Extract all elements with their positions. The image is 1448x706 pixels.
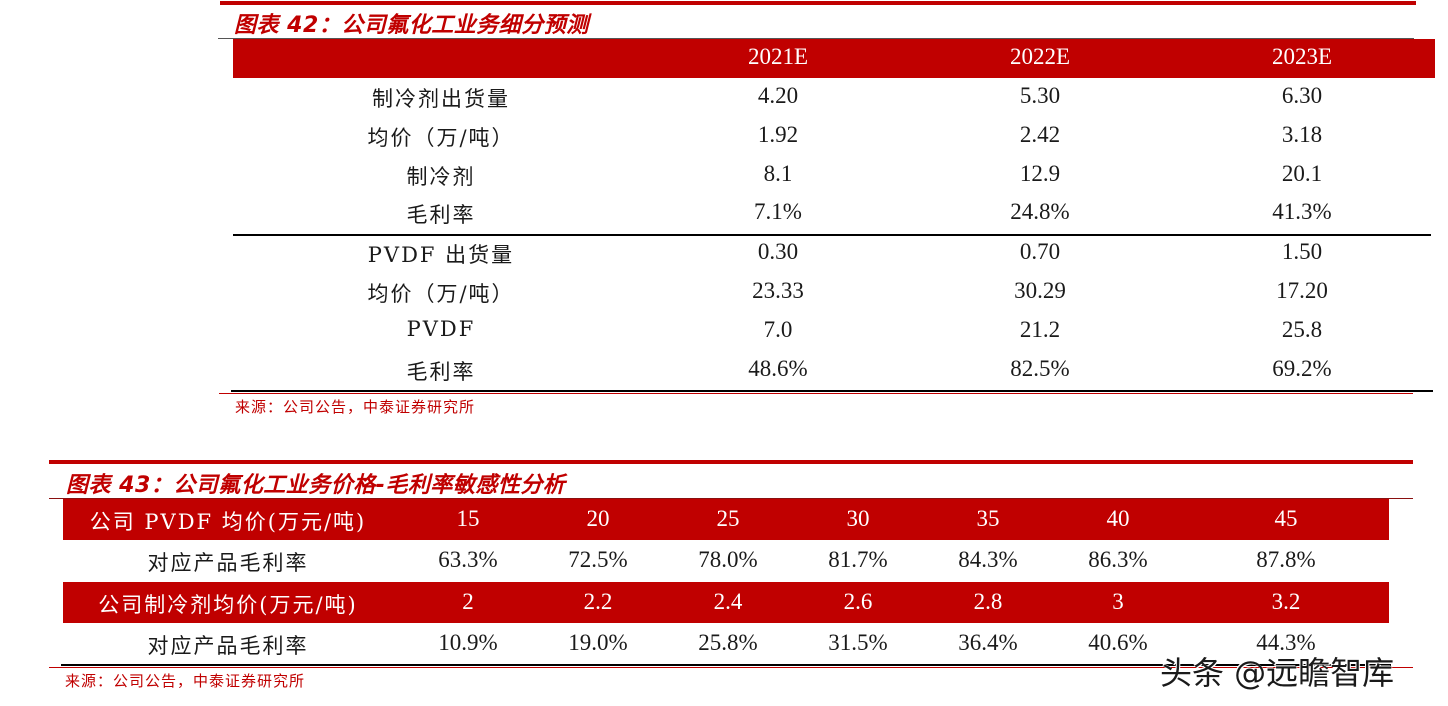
watermark: 头条 @远瞻智库 [1160,654,1395,692]
margin-value: 25.8% [698,630,758,655]
margin-value: 84.3% [958,547,1018,572]
price-value: 2.6 [843,589,873,614]
cell-2022e: 12.9 [1019,161,1061,186]
price-25: 25 [716,506,740,531]
margin-value: 72.5% [568,547,628,572]
cell-2022e: 82.5% [1010,356,1070,381]
table-42-source: 来源：公司公告，中泰证券研究所 [235,398,476,416]
cell-2021e: 0.30 [757,239,799,264]
table-row: 毛利率 7.1% 24.8% 41.3% [233,199,1435,237]
cell-2021e: 48.6% [748,356,808,381]
price-40: 40 [1106,506,1130,531]
table-43-bottom-rule [61,664,1391,666]
cell-2023e: 25.8 [1281,317,1323,342]
column-header-2023e: 2023E [1271,44,1333,69]
price-value: 3 [1112,589,1124,614]
table-row: PVDF 出货量 0.30 0.70 1.50 [233,239,1435,277]
price-30: 30 [846,506,870,531]
price-20: 20 [586,506,610,531]
row-label: 公司 PVDF 均价(万元/吨) [89,510,367,534]
cell-2023e: 41.3% [1272,199,1332,224]
table-row: 毛利率 48.6% 82.5% 69.2% [233,356,1435,394]
margin-value: 10.9% [438,630,498,655]
cell-2021e: 23.33 [752,278,804,303]
price-value: 3.2 [1271,589,1301,614]
price-35: 35 [976,506,1000,531]
price-value: 2.8 [973,589,1003,614]
margin-value: 19.0% [568,630,628,655]
row-label: 制冷剂 [406,165,476,189]
table-42-source-rule [219,393,1413,394]
price-value: 2 [462,589,474,614]
row-label: 均价（万/吨） [367,282,515,306]
cell-2023e: 20.1 [1281,161,1323,186]
price-value: 2.4 [713,589,743,614]
cell-2021e: 8.1 [763,161,793,186]
cell-2022e: 2.42 [1019,122,1061,147]
table-42-title: 图表 42：公司氟化工业务细分预测 [234,13,589,38]
table-42-top-rule [220,1,1416,5]
row-label: 对应产品毛利率 [147,551,309,575]
table-43-source: 来源：公司公告，中泰证券研究所 [65,672,306,690]
cell-2021e: 1.92 [757,122,799,147]
table-row: 制冷剂出货量 4.20 5.30 6.30 [233,83,1435,121]
pvdf-price-row: 公司 PVDF 均价(万元/吨) 15 20 25 30 35 40 45 [63,499,1389,540]
refrigerant-margin-row: 对应产品毛利率 10.9% 19.0% 25.8% 31.5% 36.4% 40… [63,623,1389,664]
margin-value: 40.6% [1088,630,1148,655]
table-43-title: 图表 43：公司氟化工业务价格-毛利率敏感性分析 [66,473,566,498]
cell-2022e: 5.30 [1019,83,1061,108]
cell-2022e: 30.29 [1014,278,1066,303]
cell-2023e: 69.2% [1272,356,1332,381]
cell-2023e: 1.50 [1281,239,1323,264]
table-43-title-underline [49,498,1413,499]
cell-2022e: 21.2 [1019,317,1061,342]
cell-2021e: 4.20 [757,83,799,108]
row-label: 毛利率 [406,203,476,227]
table-43-source-rule [49,667,1413,668]
row-label: PVDF 出货量 [367,243,515,267]
table-42-group-divider [233,234,1431,236]
margin-value: 31.5% [828,630,888,655]
price-value: 2.2 [583,589,613,614]
price-45: 45 [1274,506,1298,531]
table-row: 制冷剂 8.1 12.9 20.1 [233,161,1435,199]
margin-value: 86.3% [1088,547,1148,572]
column-header-2021e: 2021E [747,44,809,69]
margin-value: 78.0% [698,547,758,572]
margin-value: 44.3% [1256,630,1316,655]
table-42-header-row: 2021E 2022E 2023E [233,39,1435,78]
cell-2022e: 24.8% [1010,199,1070,224]
cell-2021e: 7.0 [763,317,793,342]
column-header-2022e: 2022E [1009,44,1071,69]
table-row: 均价（万/吨） 23.33 30.29 17.20 [233,278,1435,316]
table-43-top-rule [49,460,1413,464]
row-label: 对应产品毛利率 [147,634,309,658]
margin-value: 81.7% [828,547,888,572]
table-42-bottom-rule [231,390,1433,392]
row-label: 均价（万/吨） [367,126,515,150]
pvdf-margin-row: 对应产品毛利率 63.3% 72.5% 78.0% 81.7% 84.3% 86… [63,540,1389,581]
table-row: 均价（万/吨） 1.92 2.42 3.18 [233,122,1435,160]
margin-value: 63.3% [438,547,498,572]
cell-2023e: 6.30 [1281,83,1323,108]
cell-2022e: 0.70 [1019,239,1061,264]
cell-2023e: 17.20 [1276,278,1328,303]
margin-value: 36.4% [958,630,1018,655]
table-row: PVDF 7.0 21.2 25.8 [233,317,1435,355]
row-label: 公司制冷剂均价(万元/吨) [98,593,358,617]
cell-2023e: 3.18 [1281,122,1323,147]
refrigerant-price-row: 公司制冷剂均价(万元/吨) 2 2.2 2.4 2.6 2.8 3 3.2 [63,582,1389,623]
row-label: 制冷剂出货量 [372,87,510,111]
row-label: PVDF [406,317,476,341]
table-42-title-underline [218,38,1414,39]
row-label: 毛利率 [406,360,476,384]
price-15: 15 [456,506,480,531]
margin-value: 87.8% [1256,547,1316,572]
cell-2021e: 7.1% [754,199,802,224]
